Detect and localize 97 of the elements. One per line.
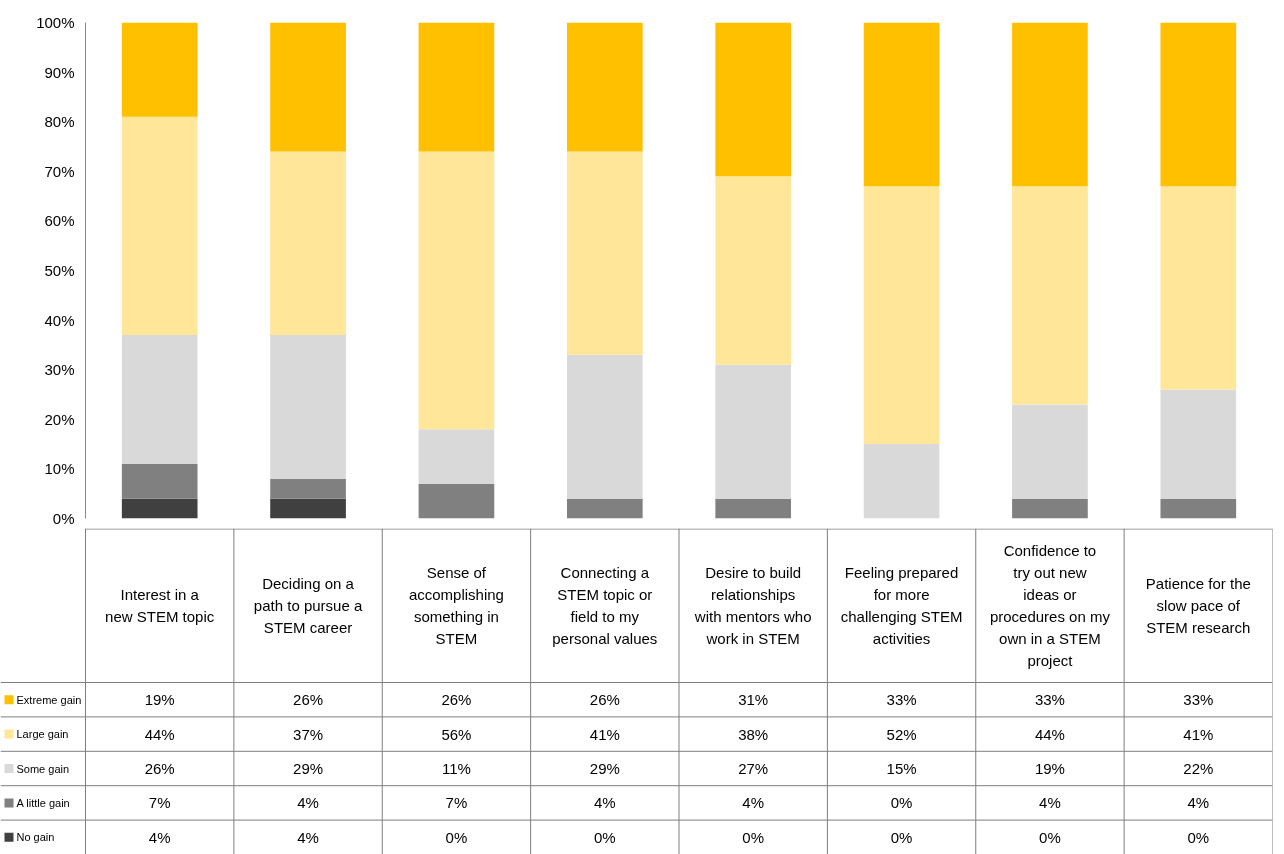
data-label: 4% — [297, 828, 319, 846]
data-label: 4% — [297, 794, 319, 812]
data-label: 0% — [1187, 828, 1210, 846]
y-tick-label: 10% — [44, 460, 75, 478]
bar — [270, 334, 346, 479]
data-label: 37% — [293, 725, 324, 743]
bar — [418, 483, 495, 519]
x-tick-label: Sense of accomplishing something in STEM — [408, 563, 504, 648]
data-label: 7% — [148, 794, 171, 812]
x-tick-label: Feeling prepared for more challenging STEM activities — [840, 563, 963, 648]
data-label: 33% — [886, 691, 917, 709]
bar — [121, 463, 198, 499]
x-tick-label: Interest in a new STEM topic — [105, 585, 215, 626]
data-label: 11% — [441, 760, 471, 777]
data-label: 33% — [1034, 691, 1065, 709]
data-label: 52% — [886, 725, 917, 743]
y-tick-label: 30% — [44, 361, 75, 379]
y-tick-label: 50% — [44, 262, 75, 279]
data-label: 0% — [742, 828, 765, 846]
y-tick-label: 40% — [44, 311, 75, 329]
x-tick-label: Connecting a STEM topic or field to my personal values — [552, 563, 658, 648]
bar — [1160, 389, 1237, 499]
bar — [270, 151, 346, 335]
y-tick-label: 20% — [44, 410, 75, 428]
data-label: 0% — [593, 828, 616, 846]
bar — [418, 429, 495, 484]
data-label: 41% — [1183, 725, 1214, 743]
bar — [566, 354, 643, 499]
y-tick-label: 90% — [44, 63, 75, 81]
data-label: 44% — [144, 725, 175, 743]
bar — [1012, 22, 1088, 187]
legend-label: A little gain — [16, 796, 70, 809]
data-label: 44% — [1034, 725, 1065, 743]
x-tick-label: Patience for the slow pace of STEM research — [1145, 574, 1251, 637]
y-tick-label: 100% — [36, 14, 75, 31]
data-label: 38% — [738, 725, 769, 743]
data-label: 4% — [148, 828, 171, 846]
bar — [270, 498, 346, 519]
bar — [1160, 186, 1237, 390]
data-label: 4% — [1039, 794, 1061, 812]
data-label: 41% — [589, 725, 620, 743]
y-tick-label: 70% — [44, 162, 75, 180]
bar — [863, 186, 940, 445]
data-label: 19% — [1034, 760, 1065, 777]
data-label: 0% — [890, 828, 913, 846]
legend-label: Extreme gain — [16, 693, 82, 706]
data-label: 26% — [589, 691, 620, 709]
data-label: 29% — [589, 760, 620, 777]
bar — [715, 498, 792, 519]
data-label: 15% — [886, 760, 917, 777]
data-label: 29% — [293, 760, 324, 777]
legend-label: Large gain — [16, 728, 69, 741]
bar — [1160, 22, 1237, 187]
data-label: 0% — [1039, 828, 1061, 846]
data-label: 27% — [738, 760, 769, 777]
bar — [566, 151, 643, 355]
x-tick-label: Deciding on a path to pursue a STEM career — [253, 574, 363, 637]
data-label: 7% — [445, 794, 468, 812]
data-label: 33% — [1183, 691, 1214, 709]
data-label: 4% — [742, 794, 765, 812]
y-tick-label: 0% — [52, 510, 75, 527]
x-tick-label: Desire to build relationships with mentors who work in STEM — [693, 563, 812, 648]
legend-label: Some gain — [16, 762, 70, 775]
data-label: 31% — [738, 691, 769, 709]
bar — [1160, 498, 1237, 519]
bar — [121, 334, 198, 464]
data-label: 26% — [144, 760, 175, 777]
bar — [121, 498, 198, 519]
bar — [715, 364, 792, 499]
bar — [418, 151, 495, 430]
legend-label: No gain — [16, 831, 55, 844]
bar — [863, 22, 940, 187]
bar — [270, 478, 346, 499]
bar — [121, 22, 198, 117]
data-label: 4% — [1187, 794, 1210, 812]
data-label: 56% — [441, 725, 472, 743]
bar — [1012, 498, 1088, 519]
bar — [270, 22, 346, 152]
bar — [566, 498, 643, 519]
bar — [1012, 186, 1088, 405]
data-label: 26% — [441, 691, 472, 709]
data-label: 4% — [593, 794, 616, 812]
data-label: 0% — [445, 828, 468, 846]
bar — [121, 116, 198, 335]
data-label: 19% — [144, 691, 175, 709]
bar — [1012, 404, 1088, 499]
bar — [418, 22, 495, 152]
x-tick-label: Confidence to try out new ideas or procedures on my own in a STEM project — [989, 541, 1111, 670]
data-label: 22% — [1183, 760, 1214, 777]
data-label: 0% — [890, 794, 913, 812]
bar — [863, 444, 940, 519]
bar — [566, 22, 643, 152]
y-tick-label: 80% — [44, 113, 75, 131]
bar — [715, 22, 792, 177]
bar — [715, 176, 792, 365]
y-tick-label: 60% — [44, 212, 75, 230]
data-label: 26% — [293, 691, 324, 709]
